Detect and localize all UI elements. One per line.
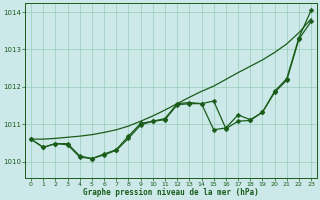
X-axis label: Graphe pression niveau de la mer (hPa): Graphe pression niveau de la mer (hPa) — [83, 188, 259, 197]
